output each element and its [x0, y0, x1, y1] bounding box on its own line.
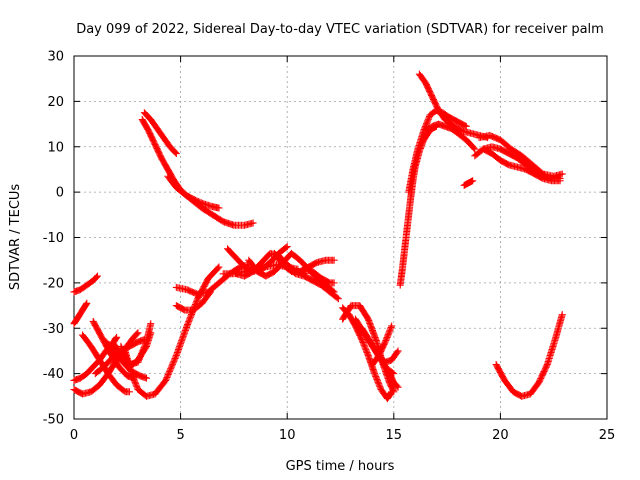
series-arc-33 [422, 120, 479, 153]
data-point-markers [140, 109, 180, 158]
series-arc-28 [368, 322, 396, 369]
data-point-markers [386, 370, 402, 391]
series-arc-38 [492, 311, 566, 400]
y-tick-label: 0 [56, 186, 64, 201]
series-arc-05 [79, 331, 133, 396]
series-arc-37 [479, 145, 564, 185]
y-tick-label: -50 [43, 413, 64, 428]
y-axis-label: SDTVAR / TECUs [8, 184, 23, 291]
series-arc-15 [172, 288, 214, 314]
data-point-markers [479, 145, 564, 185]
x-tick-label: 0 [70, 428, 78, 443]
data-point-markers [70, 272, 101, 296]
data-point-markers [368, 322, 396, 369]
series-arc-36 [475, 131, 566, 180]
data-point-markers [79, 331, 133, 396]
chart-title: Day 099 of 2022, Sidereal Day-to-day VTE… [76, 22, 604, 37]
y-tick-label: 10 [47, 140, 64, 155]
data-point-markers [460, 177, 477, 189]
y-tick-label: -40 [43, 367, 64, 382]
data-point-markers [121, 263, 223, 400]
series-arc-02 [70, 299, 91, 328]
x-tick-label: 5 [176, 428, 184, 443]
grid-lines [74, 56, 607, 419]
series-arc-11 [121, 263, 223, 400]
series-arc-01 [70, 272, 101, 296]
data-point-markers [300, 265, 338, 287]
x-axis-label: GPS time / hours [286, 459, 395, 474]
series-arc-12 [140, 109, 180, 158]
series-arc-22 [283, 263, 342, 303]
series-arc-31 [405, 106, 470, 196]
data-point-markers [492, 311, 566, 400]
y-tick-label: -30 [43, 322, 64, 337]
series-arc-24 [339, 304, 396, 403]
y-tick-label: 20 [47, 95, 64, 110]
data-point-markers [405, 106, 470, 196]
x-tick-label: 10 [279, 428, 296, 443]
data-point-markers [283, 263, 342, 303]
x-tick-label: 25 [599, 428, 616, 443]
data-point-markers [164, 172, 257, 229]
y-tick-label: -20 [43, 276, 64, 291]
series-arc-14 [164, 172, 257, 229]
data-point-markers [70, 299, 91, 328]
data-point-markers [422, 120, 479, 153]
data-marks [70, 70, 566, 403]
series-arc-34 [460, 177, 477, 189]
y-tick-label: -10 [43, 231, 64, 246]
data-point-markers [475, 131, 566, 180]
x-tick-label: 15 [386, 428, 403, 443]
axis-ticks: 0 5 10 15 20 25 -50 -40 -30 -20 -10 0 10 20 30 [43, 50, 616, 444]
data-point-markers [415, 70, 492, 142]
series-arc-32 [415, 70, 492, 142]
series-arc-23 [300, 265, 338, 287]
series-arc-29 [386, 370, 402, 391]
x-tick-label: 20 [492, 428, 509, 443]
data-point-markers [339, 304, 396, 403]
y-tick-label: 30 [47, 50, 64, 65]
data-point-markers [172, 288, 214, 314]
